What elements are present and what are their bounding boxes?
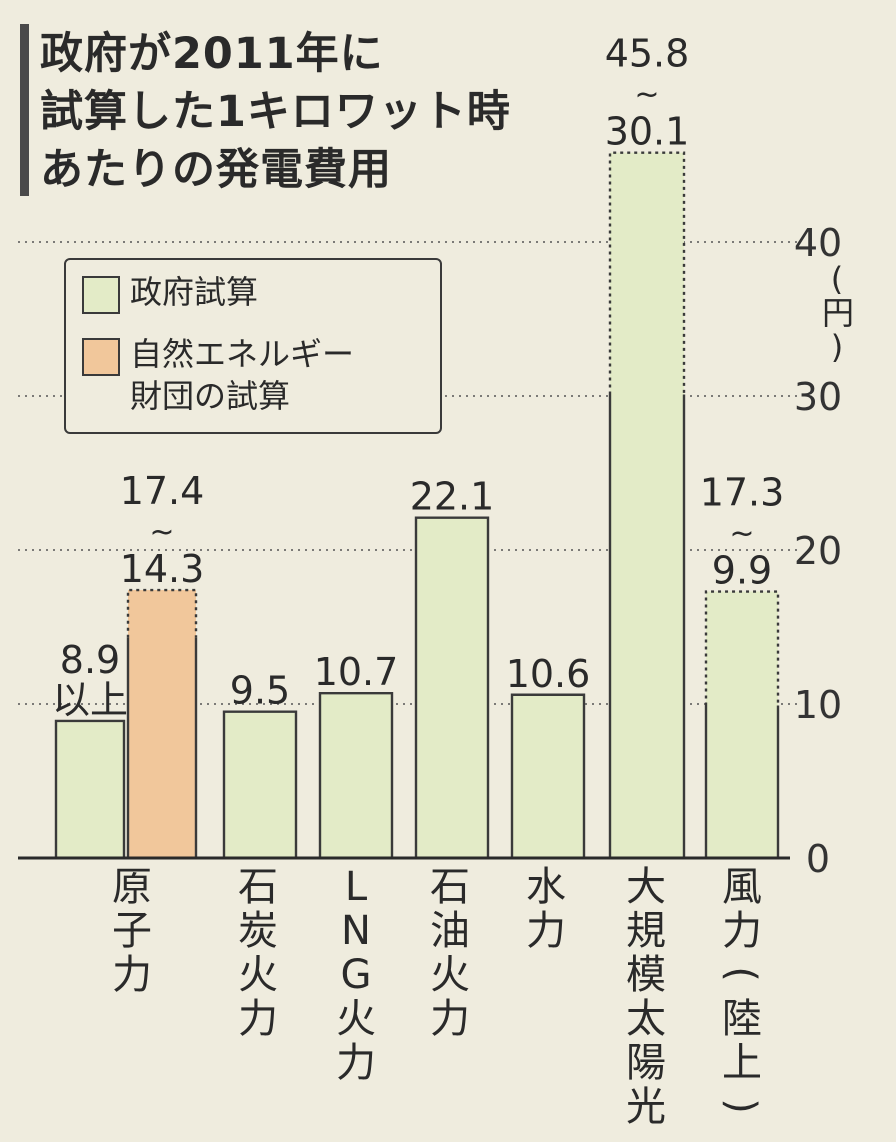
bar-2-0: [320, 693, 392, 858]
chart-title-line-3: あたりの発電費用: [40, 145, 392, 195]
bar-3-0: [416, 517, 488, 858]
category-label-6-char-5: ): [718, 1098, 764, 1114]
category-label-5-char-2: 模: [626, 952, 666, 998]
title-accent-bar: [20, 24, 29, 196]
bar-6-0: [706, 591, 778, 858]
bar-outline-6-0: [704, 705, 780, 858]
data-label-3-0: 22.1: [410, 475, 495, 519]
category-label-6-char-2: (: [718, 966, 764, 982]
legend-label-foundation-line-2: 財団の試算: [130, 377, 291, 415]
data-label-min-0-1: 14.3: [120, 547, 205, 591]
category-label-5-char-3: 太: [626, 996, 666, 1042]
category-label-5-char-5: 光: [626, 1084, 666, 1130]
bar-range-outline-0-1: [126, 588, 198, 638]
y-tick-label-20: 20: [794, 529, 842, 573]
category-label-1-char-2: 火: [238, 952, 278, 998]
legend-label-government: 政府試算: [130, 273, 259, 311]
bar-outline-2-0: [318, 692, 394, 858]
category-label-4-char-0: 水: [526, 864, 566, 910]
category-label-2-char-4: 力: [336, 1040, 376, 1086]
category-label-5-char-1: 規: [626, 908, 666, 954]
category-label-6-char-0: 風: [722, 864, 762, 910]
bar-outline-1-0: [222, 710, 298, 858]
category-label-3-char-0: 石: [430, 864, 470, 910]
category-label-3-char-1: 油: [430, 908, 470, 954]
data-label-max-6-0: 17.3: [700, 471, 785, 515]
bar-range-outline-5-0: [608, 151, 686, 395]
bar-outline-0-0: [54, 719, 126, 858]
chart-title-line-1: 政府が2011年に: [40, 29, 384, 79]
data-label-min-6-0: 9.9: [712, 549, 772, 593]
unit-close-paren: ): [830, 328, 844, 366]
category-label-2-char-2: G: [341, 952, 372, 998]
legend-swatch-government: [82, 276, 120, 314]
category-label-0-char-0: 原: [112, 864, 152, 910]
category-label-4-char-1: 力: [526, 908, 566, 954]
data-label-0-0: 8.9: [60, 638, 120, 682]
category-label-5-char-4: 陽: [626, 1040, 666, 1086]
data-label-max-0-1: 17.4: [120, 469, 205, 513]
bar-outline-0-1: [126, 637, 198, 858]
data-label-range-mark-5-0: ~: [634, 78, 659, 113]
category-label-6-char-1: 力: [722, 908, 762, 954]
data-label-1-0: 9.5: [230, 669, 290, 713]
category-label-5-char-0: 大: [626, 864, 666, 910]
category-label-2-char-0: L: [345, 864, 368, 910]
category-label-2-char-3: 火: [336, 996, 376, 1042]
category-label-1-char-0: 石: [238, 864, 278, 910]
category-label-6-char-3: 陸: [722, 996, 762, 1042]
category-label-3-char-3: 力: [430, 996, 470, 1042]
legend-swatch-foundation: [82, 338, 120, 376]
unit-yen: 円: [822, 294, 855, 332]
y-tick-label-40: 40: [794, 221, 842, 265]
data-label-range-mark-0-1: ~: [149, 515, 174, 550]
y-axis-unit-label: ( 円 ): [822, 260, 855, 366]
category-label-2-char-1: N: [341, 908, 371, 954]
y-tick-label-0: 0: [806, 837, 830, 881]
category-label-3-char-2: 火: [430, 952, 470, 998]
bar-1-0: [224, 711, 296, 858]
category-label-0-char-2: 力: [112, 952, 152, 998]
legend-label-foundation-line-1: 自然エネルギー: [130, 335, 355, 373]
data-label-4-0: 10.6: [506, 652, 591, 696]
category-label-1-char-1: 炭: [238, 908, 278, 954]
bar-outline-3-0: [414, 516, 490, 858]
bar-outline-5-0: [608, 394, 686, 858]
bar-range-outline-6-0: [704, 590, 780, 706]
category-label-1-char-3: 力: [238, 996, 278, 1042]
data-label-qualifier-0-0: 以上: [52, 678, 128, 722]
bar-0-1: [128, 590, 196, 858]
unit-open-paren: (: [830, 260, 844, 298]
category-label-6-char-4: 上: [722, 1040, 762, 1086]
data-label-range-mark-6-0: ~: [729, 517, 754, 552]
category-label-0-char-1: 子: [112, 908, 152, 954]
legend: 政府試算 自然エネルギー 財団の試算: [64, 258, 442, 434]
bar-5-0: [610, 152, 684, 858]
bar-outline-4-0: [510, 693, 586, 858]
data-label-min-5-0: 30.1: [605, 110, 690, 154]
data-label-2-0: 10.7: [314, 650, 399, 694]
y-tick-label-30: 30: [794, 375, 842, 419]
data-label-max-5-0: 45.8: [605, 32, 690, 76]
bar-0-0: [56, 720, 124, 858]
y-tick-label-10: 10: [794, 683, 842, 727]
bar-4-0: [512, 694, 584, 858]
chart-title-line-2: 試算した1キロワット時: [40, 87, 511, 137]
